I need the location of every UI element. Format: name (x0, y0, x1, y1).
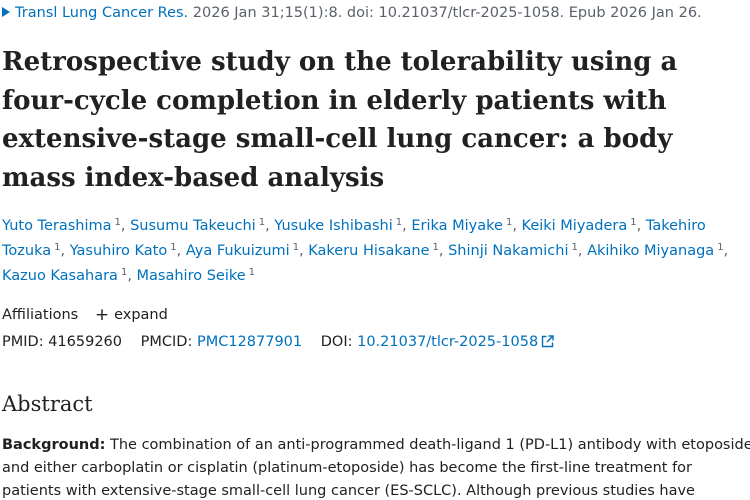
author-list: Yuto Terashima 1, Susumu Takeuchi 1, Yusuk… (2, 217, 729, 285)
journal-link[interactable]: Transl Lung Cancer Res. (2, 5, 188, 21)
author-name-link[interactable]: Shinji Nakamichi (448, 243, 569, 259)
author-name-link[interactable]: Erika Miyake (411, 218, 503, 234)
author-item: Keiki Miyadera 1 (521, 217, 637, 235)
doi-value: 10.21037/tlcr-2025-1058 (357, 334, 539, 350)
author-name-link[interactable]: Kakeru Hisakane (308, 243, 430, 259)
pmid-label: PMID: (2, 334, 44, 350)
author-name-link[interactable]: Aya Fukuizumi (185, 243, 290, 259)
author-name-link[interactable]: Yuto Terashima (2, 218, 112, 234)
author-item: Masahiro Seike 1 (136, 267, 256, 285)
affiliations-label: Affiliations (2, 307, 79, 323)
author-item: Yusuke Ishibashi 1 (274, 217, 403, 235)
author-name-link[interactable]: Akihiko Miyanaga (587, 243, 715, 259)
author-item: Aya Fukuizumi 1 (185, 242, 300, 260)
author-name-link[interactable]: Masahiro Seike (136, 268, 246, 284)
background-text: The combination of an anti-programmed de… (2, 437, 750, 499)
affiliation-number[interactable]: 1 (170, 242, 177, 253)
pmcid-label: PMCID: (140, 334, 193, 350)
author-item: Takehiro Tozuka 1 (2, 218, 706, 259)
author-item: Kakeru Hisakane 1 (308, 242, 439, 260)
author-item: Yuto Terashima 1 (2, 217, 121, 235)
pmcid-link[interactable]: PMC12877901 (196, 334, 303, 350)
plus-icon: + (94, 305, 110, 325)
affiliation-number[interactable]: 1 (395, 217, 403, 228)
author-item: Yasuhiro Kato 1 (69, 242, 177, 260)
affiliation-number[interactable]: 1 (258, 217, 266, 228)
affiliation-number[interactable]: 1 (120, 267, 128, 278)
article-title: Retrospective study on the tolerability … (2, 47, 678, 193)
affiliation-number[interactable]: 1 (292, 242, 300, 253)
affiliation-number[interactable]: 1 (717, 242, 724, 253)
affiliation-number[interactable]: 1 (630, 217, 637, 228)
author-item: Erika Miyake 1 (411, 217, 513, 235)
doi-link[interactable]: 10.21037/tlcr-2025-1058 (357, 334, 554, 350)
doi-label: DOI: (320, 334, 353, 350)
external-link-icon (541, 335, 554, 348)
author-name-link[interactable]: Yasuhiro Kato (69, 243, 168, 259)
identifiers-row: PMID: 41659260 PMCID: PMC12877901 DOI: 1… (2, 334, 554, 350)
affiliation-number[interactable]: 1 (571, 242, 578, 253)
affiliation-number[interactable]: 1 (248, 267, 256, 278)
journal-name: Transl Lung Cancer Res. (15, 5, 189, 21)
affiliations-expand-button[interactable]: + expand (94, 305, 168, 325)
affiliation-number[interactable]: 1 (505, 217, 513, 228)
abstract-background: Background: The combination of an anti-p… (2, 434, 750, 500)
affiliation-number[interactable]: 1 (432, 242, 439, 253)
citation-details: 2026 Jan 31;15(1):8. doi: 10.21037/tlcr-… (192, 5, 702, 21)
author-name-link[interactable]: Yusuke Ishibashi (274, 218, 393, 234)
author-name-link[interactable]: Takehiro Tozuka (2, 218, 706, 259)
author-name-link[interactable]: Susumu Takeuchi (130, 218, 256, 234)
affiliation-number[interactable]: 1 (114, 217, 121, 228)
background-label: Background: (2, 437, 106, 453)
author-item: Susumu Takeuchi 1 (130, 217, 266, 235)
pmid-value: 41659260 (48, 334, 123, 350)
caret-right-icon (2, 7, 10, 17)
author-item: Akihiko Miyanaga 1 (587, 242, 724, 260)
author-name-link[interactable]: Keiki Miyadera (521, 218, 628, 234)
affiliation-number[interactable]: 1 (54, 242, 61, 253)
author-item: Kazuo Kasahara 1 (2, 267, 128, 285)
expand-label: expand (114, 307, 168, 323)
citation-line: Transl Lung Cancer Res. 2026 Jan 31;15(1… (2, 5, 702, 21)
author-item: Shinji Nakamichi 1 (448, 242, 578, 260)
author-name-link[interactable]: Kazuo Kasahara (2, 268, 118, 284)
affiliations-row: Affiliations + expand (2, 305, 168, 325)
abstract-heading: Abstract (2, 392, 93, 416)
